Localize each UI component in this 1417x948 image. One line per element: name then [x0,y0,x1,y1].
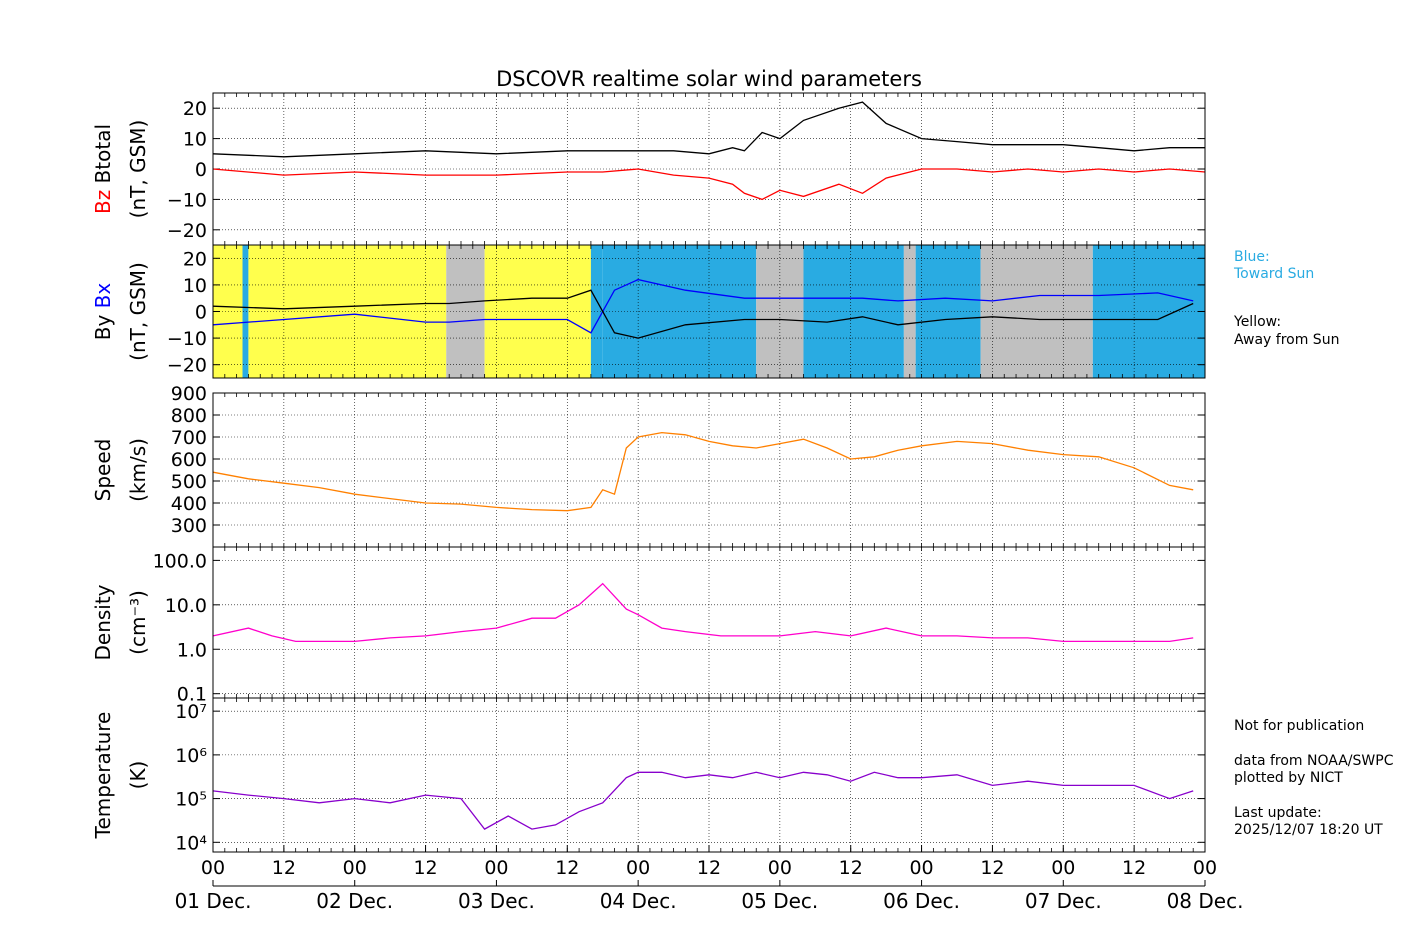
y-axis-label-density: Density [91,584,115,660]
y-axis-unit-temperature: (K) [126,761,150,790]
day-label: 02 Dec. [316,889,393,913]
chart-title: DSCOVR realtime solar wind parameters [496,67,922,91]
legend-blue-desc: Toward Sun [1233,266,1314,282]
y-tick-label: 600 [171,449,207,471]
data-source-note: data from NOAA/SWPC [1234,753,1394,769]
y-axis-unit-bxby: (nT, GSM) [126,262,150,361]
panel-temperature: 10⁴ 10⁵ 10⁶ 10⁷ Temperature (K) [91,697,1206,854]
panel-frame [212,392,1206,548]
x-hour-label: 12 [1122,857,1146,879]
y-tick-label: 10⁶ [175,745,207,767]
series-by [212,289,1194,339]
day-label: 08 Dec. [1167,889,1244,913]
y-tick-label: 20 [183,98,207,120]
day-label: 03 Dec. [458,889,535,913]
y-axis-unit-density: (cm⁻³) [126,590,150,655]
x-hour-label: 00 [909,857,933,879]
y-tick-label: −10 [167,189,207,211]
day-label: 07 Dec. [1025,889,1102,913]
y-tick-label: 0.1 [177,684,207,706]
y-tick-label: 10⁵ [175,789,207,811]
series-speed [212,431,1194,512]
y-tick-label: −10 [167,328,207,350]
y-tick-label: 10⁴ [175,832,207,854]
day-label: 01 Dec. [175,889,252,913]
legend-yellow-label: Yellow: [1233,314,1281,330]
y-tick-label: 700 [171,427,207,449]
y-axis-unit-bfield: (nT, GSM) [126,120,150,219]
x-hour-label: 00 [343,857,367,879]
x-hour-label: 00 [626,857,650,879]
y-tick-label: 400 [171,493,207,515]
y-tick-label: 800 [171,405,207,427]
x-hour-label: 00 [768,857,792,879]
label-part: Bz [91,183,115,214]
day-label: 04 Dec. [600,889,677,913]
x-hour-label: 00 [1051,857,1075,879]
label-part: Btotal [91,124,115,183]
day-label: 06 Dec. [883,889,960,913]
label-part: Bx [91,283,115,309]
y-tick-label: 10⁷ [175,701,207,723]
series-density [212,582,1194,643]
y-tick-label: 100.0 [153,550,207,572]
y-axis-label-temperature: Temperature [91,712,115,840]
sector-toward [1092,245,1205,378]
y-tick-label: 10 [183,275,207,297]
y-tick-label: 300 [171,515,207,537]
panels-group: −20 −10 0 10 20 Bz Btotal (nT, GSM) −20 −10 0 10 20… [91,92,1206,854]
x-hour-label: 12 [980,857,1004,879]
x-hour-label: 12 [272,857,296,879]
series-temperature [212,771,1194,830]
series-bz [212,168,1206,201]
label-part: By [91,308,115,340]
y-tick-label: 10 [183,129,207,151]
x-hour-label: 00 [201,857,225,879]
y-tick-label: −20 [167,355,207,377]
series-btotal [212,101,1205,158]
sector-toward [242,245,249,378]
y-axis-label-bxby: By Bx [91,283,115,341]
y-axis-unit-speed: (km/s) [126,438,150,502]
y-tick-label: 10.0 [165,595,207,617]
panel-bfield: −20 −10 0 10 20 Bz Btotal (nT, GSM) [91,92,1206,246]
x-hour-label: 00 [484,857,508,879]
y-tick-label: −20 [167,220,207,242]
sector-toward [803,245,904,378]
x-axis: 00 12 00 12 00 12 00 12 00 12 00 12 00 12 00 01 Dec. 02 … [175,845,1244,913]
y-tick-label: 500 [171,471,207,493]
x-hour-label: 00 [1193,857,1217,879]
series-bx [212,278,1194,334]
last-update-label: Last update: [1234,805,1322,821]
not-for-publication-note: Not for publication [1234,718,1364,734]
y-axis-label-bfield: Bz Btotal [91,124,115,214]
legend-yellow-desc: Away from Sun [1234,332,1339,348]
day-label: 05 Dec. [741,889,818,913]
x-hour-label: 12 [839,857,863,879]
sector-toward [590,245,603,378]
x-hour-label: 12 [697,857,721,879]
sector-toward [602,245,757,378]
last-update-time: 2025/12/07 18:20 UT [1234,822,1383,838]
sector-away [248,245,447,378]
sector-gap [980,245,1093,378]
y-tick-label: 900 [171,383,207,405]
y-tick-label: 1.0 [177,639,207,661]
x-hour-label: 12 [413,857,437,879]
y-axis-label-speed: Speed [91,439,115,502]
plotted-by-note: plotted by NICT [1234,770,1343,786]
panel-bxby: −20 −10 0 10 20 By Bx (nT, GSM) [91,244,1206,379]
x-hour-label: 12 [555,857,579,879]
y-tick-label: 20 [183,248,207,270]
y-tick-label: 0 [195,302,207,324]
legend-blue-label: Blue: [1234,249,1270,265]
y-tick-label: 0 [195,159,207,181]
panel-density: 0.1 1.0 10.0 100.0 Density (cm⁻³) [91,546,1206,706]
